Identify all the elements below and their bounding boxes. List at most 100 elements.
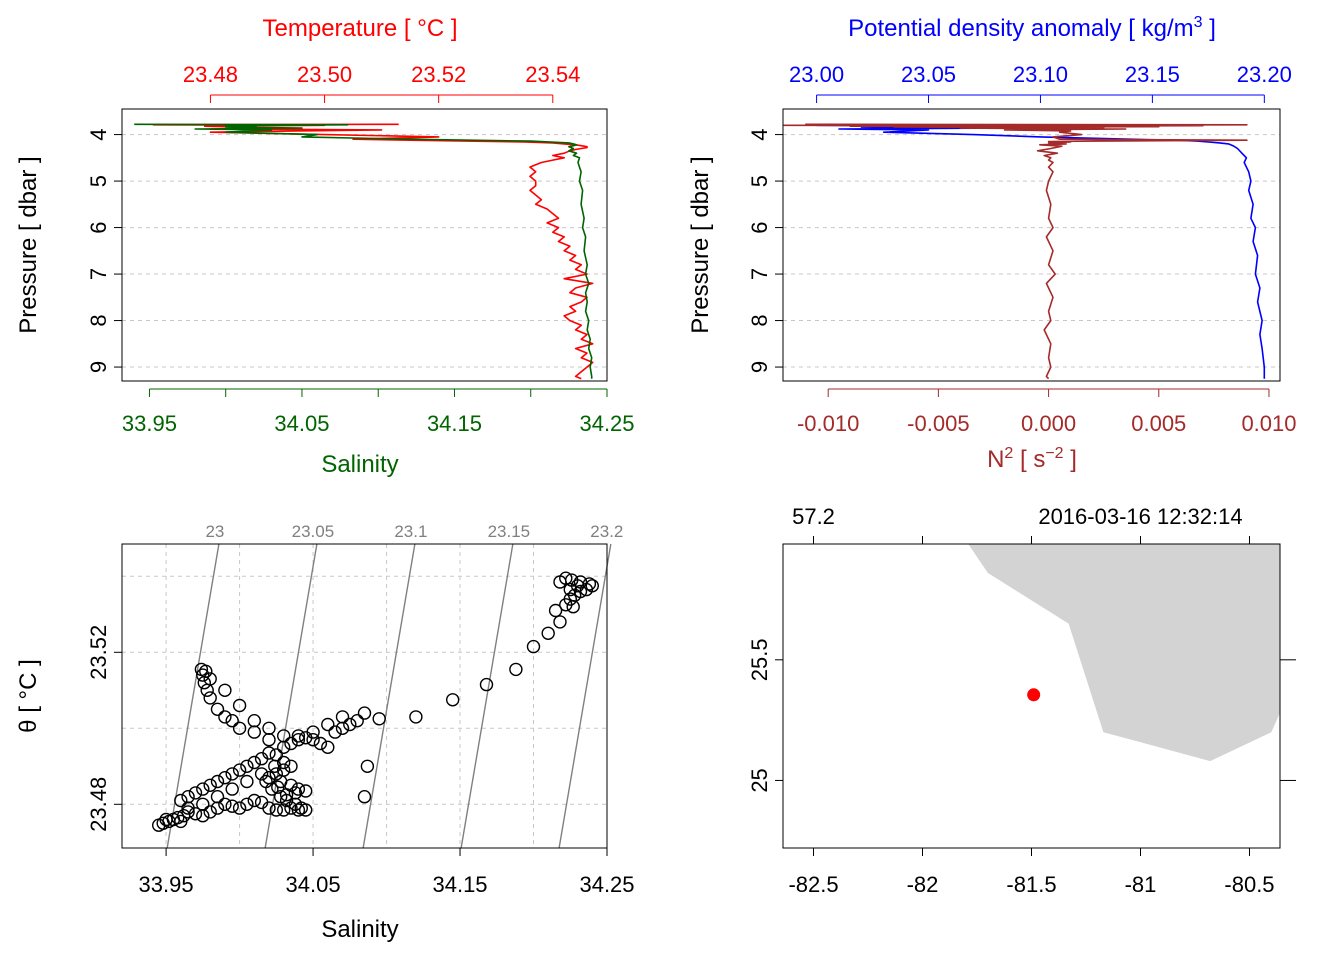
ts-point [288,786,303,800]
profile-density-y-axis-title: Pressure [ dbar ] [687,156,714,333]
ts-point [159,812,173,827]
profile-ts-axes: 4 5 6 7 8 9 23.48 23.50 23.52 23.54 33.95 34.05 34.1… [86,62,635,436]
map-top-label-datetime: 2016-03-16 12:32:14 [1038,504,1242,529]
ts-point [446,693,460,707]
ts-point [181,805,195,819]
ts-point [240,759,254,773]
ts-point [232,801,247,815]
series-n2 [783,123,1248,380]
ts-point [335,710,350,724]
ts-point [232,698,247,713]
bottom-tick-label: 0.010 [1241,411,1296,436]
y-tick-label: 8 [747,314,772,326]
ts-point [277,729,291,743]
ts-point [254,752,269,766]
ts-point [271,780,285,794]
ts-point [277,803,291,817]
ts-point [357,706,372,720]
y-tick-label: 25.5 [747,638,772,681]
profile-ts-panel: 4 5 6 7 8 9 23.48 23.50 23.52 23.54 33.95 34.05 34.1… [15,15,635,478]
y-tick-label: 6 [747,221,772,233]
station-map-plot [968,544,1280,762]
ts-diagram-x-axis-title: Salinity [321,916,398,943]
bottom-tick-label: -0.010 [797,411,859,436]
profile-ts-frame [121,108,608,382]
ts-point [284,736,298,751]
ts-point [218,797,232,811]
top-tick-label: 23.48 [183,62,238,87]
profile-density-axes: 4 5 6 7 8 9 23.00 23.05 23.10 23.15 23.20 -0.010 -0.… [747,62,1297,436]
ts-point [360,759,375,773]
ts-point [247,755,262,770]
ts-point [218,710,232,724]
ts-point [541,626,555,640]
x-tick-label: 34.25 [579,872,634,897]
ts-point [526,639,541,654]
profile-ts-bottom-axis-title: Salinity [321,451,398,478]
isopycnal-label: 23.1 [394,522,427,541]
ts-diagram-axes: 33.95 34.05 34.15 34.25 23.48 23.52 [86,625,635,897]
top-tick-label: 23.15 [1125,62,1180,87]
ts-point [299,784,313,798]
ts-diagram-grid [122,544,607,848]
ts-point [284,801,298,815]
ts-point [225,714,239,728]
profile-density-frame [782,108,1281,382]
ts-point [321,717,335,732]
top-tick-label: 23.54 [525,62,580,87]
profile-density-plot [783,123,1266,380]
map-top-label-left: 57.2 [792,504,835,529]
top-tick-label: 23.10 [1013,62,1068,87]
isopycnal-23.1 [362,543,416,849]
ts-diagram-y-axis-title: θ [ °C ] [15,659,42,733]
ts-point [274,790,288,804]
series-salinity [134,123,593,379]
ts-point [566,600,580,614]
ts-point [210,790,225,804]
top-tick-label: 23.50 [297,62,352,87]
ts-point [262,801,276,815]
bottom-tick-label: 34.15 [427,411,482,436]
ts-point [196,782,210,796]
land-polygon [968,544,1280,762]
ts-point [479,677,494,692]
x-tick-label: 34.15 [432,872,487,897]
ts-point [225,799,239,813]
ts-point [218,771,232,785]
ts-point [254,767,269,781]
x-tick-label: 34.05 [286,872,341,897]
y-tick-label: 4 [747,128,772,140]
top-tick-label: 23.20 [1237,62,1292,87]
x-tick-label: -81.5 [1006,872,1056,897]
station-marker [1027,688,1041,702]
ts-point [247,714,262,728]
ts-point [548,603,563,618]
ts-point [291,729,306,743]
y-tick-label: 5 [86,175,111,187]
ts-point [232,763,247,777]
ts-point [306,733,320,747]
profile-density-grid [783,134,1280,368]
ts-point [262,721,276,735]
ts-point [203,672,217,686]
ts-point [563,592,577,606]
ts-point [262,771,276,785]
ts-point [188,786,203,800]
profile-ts-plot [134,123,594,380]
ts-point [284,759,298,773]
ts-point [174,814,188,829]
ts-point [174,793,188,808]
bottom-tick-label: 34.05 [274,411,329,436]
ts-point [291,782,306,796]
ts-point [240,774,254,789]
series-temperature [152,123,594,380]
ts-point [553,615,567,629]
isopycnal-label: 23.05 [292,522,335,541]
ts-point [203,691,217,705]
ts-point [321,740,335,754]
station-map-axes: -82.5 -82 -81.5 -81 -80.5 25 25.5 57.2 2016-03-1… [747,504,1296,897]
ts-point [232,721,247,735]
ts-point [357,790,372,804]
isopycnal-label: 23.15 [488,522,531,541]
